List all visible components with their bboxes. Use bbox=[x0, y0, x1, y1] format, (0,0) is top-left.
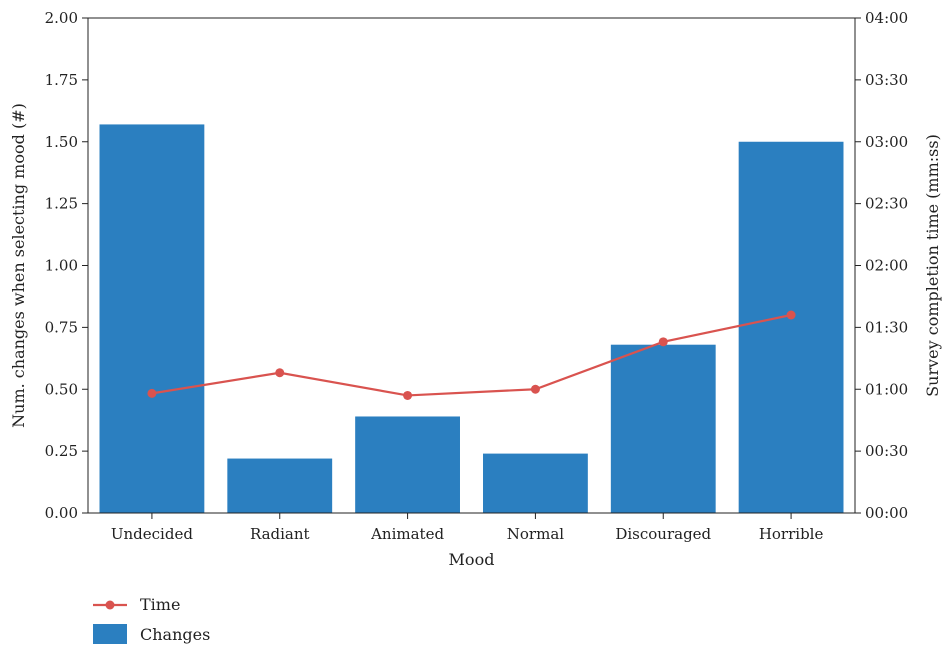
x-tick-label: Undecided bbox=[111, 525, 193, 543]
y-axis-title: Num. changes when selecting mood (#) bbox=[9, 103, 28, 428]
x-tick-label: Discouraged bbox=[615, 525, 711, 543]
bars-group bbox=[100, 124, 844, 513]
x-tick-label: Normal bbox=[507, 525, 564, 543]
x-tick-label: Animated bbox=[370, 525, 444, 543]
legend-time-label: Time bbox=[140, 595, 180, 614]
y-tick-label: 1.75 bbox=[45, 71, 78, 89]
y-tick-label: 0.75 bbox=[45, 318, 78, 336]
time-point-undecided bbox=[147, 389, 156, 398]
x-tick-label: Horrible bbox=[759, 525, 824, 543]
y2-tick-label: 03:00 bbox=[865, 133, 908, 151]
y-tick-label: 0.50 bbox=[45, 380, 78, 398]
bar-normal bbox=[483, 454, 588, 513]
y-tick-label: 0.25 bbox=[45, 442, 78, 460]
y2-tick-label: 01:30 bbox=[865, 318, 908, 336]
time-point-animated bbox=[403, 391, 412, 400]
y2-tick-label: 02:00 bbox=[865, 257, 908, 275]
y-tick-label: 1.50 bbox=[45, 133, 78, 151]
y2-tick-label: 01:00 bbox=[865, 380, 908, 398]
x-axis-title: Mood bbox=[449, 550, 495, 569]
y2-tick-label: 04:00 bbox=[865, 9, 908, 27]
bar-undecided bbox=[100, 124, 205, 513]
legend-changes-label: Changes bbox=[140, 625, 210, 644]
legend-time-marker bbox=[106, 601, 115, 610]
time-point-radiant bbox=[275, 368, 284, 377]
bar-radiant bbox=[227, 459, 332, 513]
legend-changes-swatch bbox=[93, 624, 127, 644]
y2-tick-label: 03:30 bbox=[865, 71, 908, 89]
y-tick-label: 2.00 bbox=[45, 9, 78, 27]
bar-discouraged bbox=[611, 345, 716, 513]
x-tick-label: Radiant bbox=[250, 525, 310, 543]
y-tick-label: 0.00 bbox=[45, 504, 78, 522]
bar-horrible bbox=[739, 142, 844, 513]
legend: Time Changes bbox=[93, 595, 210, 644]
bar-animated bbox=[355, 416, 460, 513]
y-tick-label: 1.25 bbox=[45, 195, 78, 213]
y2-axis-title: Survey completion time (mm:ss) bbox=[923, 134, 942, 397]
time-point-discouraged bbox=[659, 337, 668, 346]
y2-tick-label: 02:30 bbox=[865, 195, 908, 213]
time-point-horrible bbox=[787, 311, 796, 320]
y-tick-label: 1.00 bbox=[45, 257, 78, 275]
time-point-normal bbox=[531, 385, 540, 394]
y2-tick-label: 00:00 bbox=[865, 504, 908, 522]
y2-tick-label: 00:30 bbox=[865, 442, 908, 460]
